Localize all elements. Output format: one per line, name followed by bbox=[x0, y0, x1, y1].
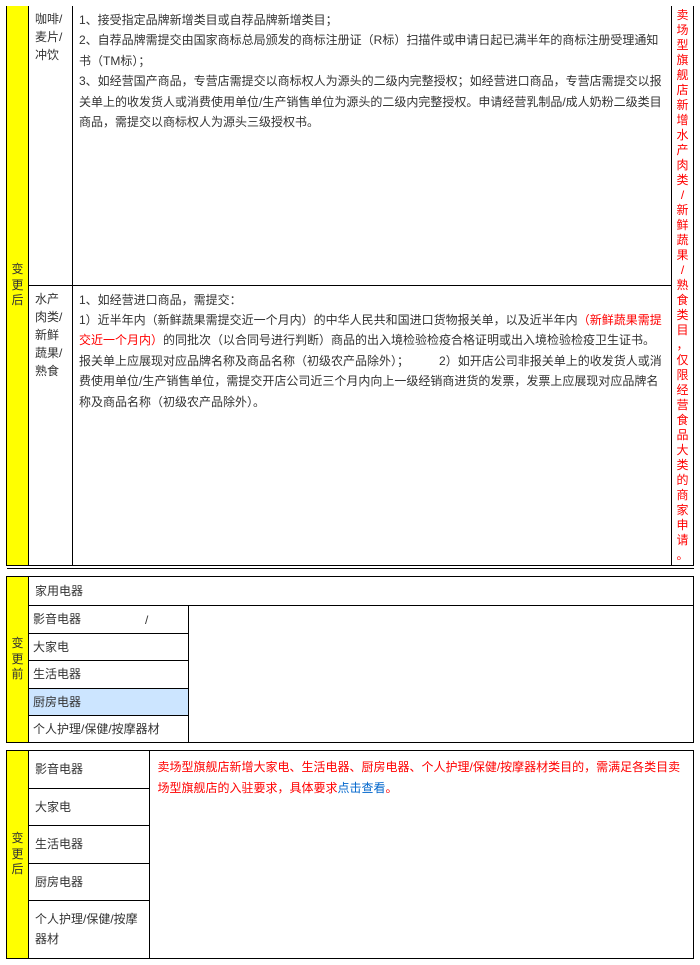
after-content-wrapper: 影音电器 卖场型旗舰店新增大家电、生活电器、厨房电器、个人护理/保健/按摩器材类… bbox=[29, 751, 694, 958]
after-text-a: 卖场型旗舰店新增大家电、生活电器、厨房电器、个人护理/保健/按摩器材类目的，需满… bbox=[158, 760, 681, 794]
category-cell-1: 咖啡/麦片/冲饮 bbox=[29, 6, 73, 285]
section1-table: 变更后 咖啡/麦片/冲饮 1、接受指定品牌新增类目或自荐品牌新增类目； 2、自荐… bbox=[6, 6, 694, 566]
list-item: 厨房电器 bbox=[29, 863, 149, 900]
list-item: 大家电 bbox=[29, 788, 149, 825]
rule-line: 2、自荐品牌需提交由国家商标总局颁发的商标注册证（R标）扫描件或申请日起已满半年… bbox=[79, 30, 665, 71]
category-cell-2: 水产肉类/新鲜蔬果/熟食 bbox=[29, 285, 73, 565]
list-item: 个人护理/保健/按摩器材 bbox=[29, 900, 149, 957]
rule-line: 1）近半年内（新鲜蔬果需提交近一个月内）的中华人民共和国进口货物报关单，以及近半… bbox=[79, 310, 665, 412]
sidebar-change-before: 变更前 bbox=[7, 577, 29, 743]
before-content-cell: 影音电器 大家电 生活电器 厨房电器 个人护理/保健/按摩器材 / bbox=[29, 606, 694, 743]
list-item: 影音电器 bbox=[29, 751, 149, 788]
list-item: 生活电器 bbox=[29, 826, 149, 863]
after-text-b: 。 bbox=[386, 781, 398, 795]
appliances-header: 家用电器 bbox=[29, 577, 694, 606]
sidebar-change-after-2: 变更后 bbox=[7, 751, 29, 958]
rule-line: 1、如经营进口商品，需提交： bbox=[79, 290, 665, 310]
after-requirement-cell: 卖场型旗舰店新增大家电、生活电器、厨房电器、个人护理/保健/按摩器材类目的，需满… bbox=[149, 751, 693, 957]
section2-table: 变更前 家用电器 影音电器 大家电 生活电器 厨房电器 个人护理/保健/按摩器材 bbox=[6, 568, 694, 959]
sidebar-label: 变更前 bbox=[11, 636, 25, 683]
click-view-link[interactable]: 点击查看 bbox=[338, 781, 386, 795]
rule-line: 3、如经营国产商品，专营店需提交以商标权人为源头的二级内完整授权；如经营进口商品… bbox=[79, 71, 665, 132]
before-value: / bbox=[139, 606, 693, 742]
right-note-text: 卖场型旗舰店新增水产肉类/新鲜蔬果/熟食类目，仅限经营食品大类的商家申请。 bbox=[676, 8, 690, 563]
category-text: 咖啡/麦片/冲饮 bbox=[35, 12, 62, 62]
category-text: 水产肉类/新鲜蔬果/熟食 bbox=[35, 292, 62, 378]
sidebar-label: 变更后 bbox=[11, 262, 25, 309]
right-note-cell: 卖场型旗舰店新增水产肉类/新鲜蔬果/熟食类目，仅限经营食品大类的商家申请。 bbox=[672, 6, 694, 566]
content-cell-1: 1、接受指定品牌新增类目或自荐品牌新增类目； 2、自荐品牌需提交由国家商标总局颁… bbox=[73, 6, 672, 285]
rule-line: 1、接受指定品牌新增类目或自荐品牌新增类目； bbox=[79, 10, 665, 30]
sidebar-label: 变更后 bbox=[11, 831, 25, 878]
sidebar-change-after: 变更后 bbox=[7, 6, 29, 566]
content-cell-2: 1、如经营进口商品，需提交： 1）近半年内（新鲜蔬果需提交近一个月内）的中华人民… bbox=[73, 285, 672, 565]
